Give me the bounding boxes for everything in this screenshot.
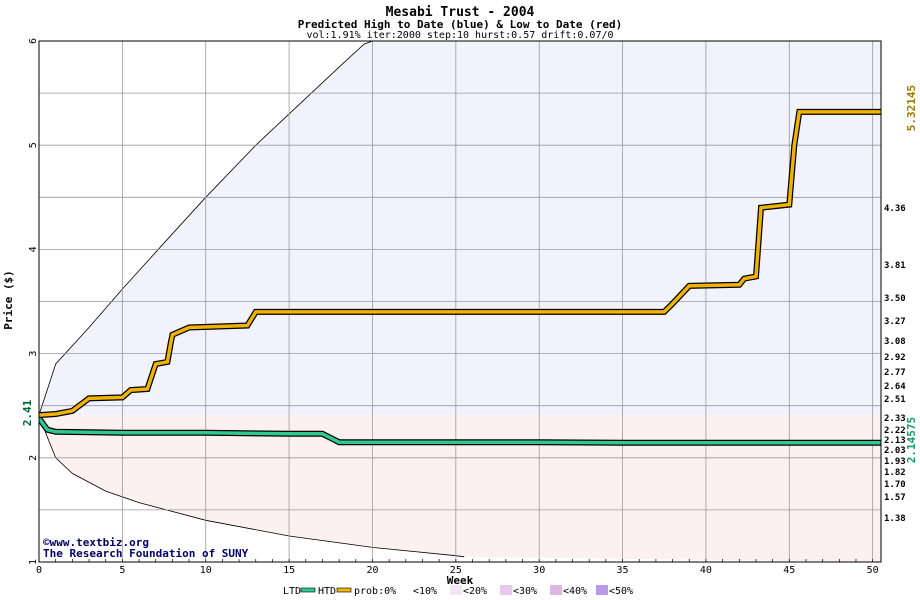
band-value-label: 2.33 [884,414,906,424]
legend-item-label: <40% [563,586,587,597]
htd-line [39,110,881,417]
x-tick-label: 0 [36,565,42,576]
x-tick-label: 50 [867,565,879,576]
x-tick-label: 40 [700,565,712,576]
lower-envelope-fill [39,415,881,562]
band-value-label: 2.92 [884,353,906,363]
legend-ltd-label: LTD [283,586,301,597]
y-tick-label: 1 [28,559,39,565]
x-tick-label: 10 [200,565,212,576]
plot-area: 0 5 10 15 20 25 30 35 40 45 501234564.363.813.503.… [28,38,906,576]
y-tick-label: 2 [28,455,39,461]
footer-site: ©www.textbiz.org [43,536,149,549]
chart-params: vol:1.91% iter:2000 step:10 hurst:0.57 d… [306,30,613,41]
band-value-label: 2.77 [884,368,906,378]
band-value-label: 1.70 [884,480,906,490]
htd-final-label: 5.32145 [905,85,918,131]
start-price-label: 2.41 [21,399,34,426]
x-tick-label: 15 [283,565,295,576]
legend-item-label: <10% [413,586,437,597]
band-value-label: 2.51 [884,395,906,405]
footer-org: The Research Foundation of SUNY [43,547,249,560]
legend-swatch-4 [550,585,562,595]
band-value-label: 2.22 [884,426,906,436]
band-value-label: 1.57 [884,493,906,503]
x-tick-label: 20 [366,565,378,576]
legend-swatch-1 [400,585,412,595]
y-tick-label: 5 [28,142,39,148]
band-value-label: 3.08 [884,337,906,347]
band-value-label: 3.27 [884,317,906,327]
legend-swatch-2 [450,585,462,595]
ltd-line [39,417,881,445]
chart-title: Mesabi Trust - 2004 [386,5,535,20]
legend-htd-swatch [336,587,352,593]
legend-prob-label: prob:0% [354,586,396,597]
x-tick-label: 5 [119,565,125,576]
lower-envelope-line [39,414,465,558]
band-value-label: 2.03 [884,446,906,456]
x-tick-label: 45 [783,565,795,576]
legend-swatch-3 [500,585,512,595]
chart-subtitle: Predicted High to Date (blue) & Low to D… [298,18,623,31]
band-value-label: 3.50 [884,294,906,304]
legend-swatch-5 [596,585,608,595]
legend-htd-label: HTD [318,586,336,597]
x-tick-label: 30 [533,565,545,576]
y-axis-label: Price ($) [2,270,15,330]
band-value-label: 4.36 [884,204,906,214]
plot-inner [39,41,881,562]
ltd-final-label: 2.14575 [905,417,918,463]
band-value-label: 1.93 [884,457,906,467]
band-value-label: 1.82 [884,468,906,478]
plot-frame [38,40,882,563]
legend: LTD HTD prob:0% <10% <20% <30% <40% <50% [283,585,633,597]
band-value-label: 2.64 [884,382,906,392]
legend-item-label: <20% [463,586,487,597]
band-value-label: 2.13 [884,436,906,446]
x-axis-label: Week [447,574,474,587]
y-tick-label: 4 [28,246,39,252]
y-tick-label: 3 [28,351,39,357]
y-tick-label: 6 [28,38,39,44]
band-value-label: 3.81 [884,261,906,271]
x-tick-label: 25 [450,565,462,576]
legend-item-label: <30% [513,586,537,597]
legend-ltd-swatch [300,587,316,593]
legend-item-label: <50% [609,586,633,597]
band-value-label: 1.38 [884,514,906,524]
x-tick-label: 35 [617,565,629,576]
